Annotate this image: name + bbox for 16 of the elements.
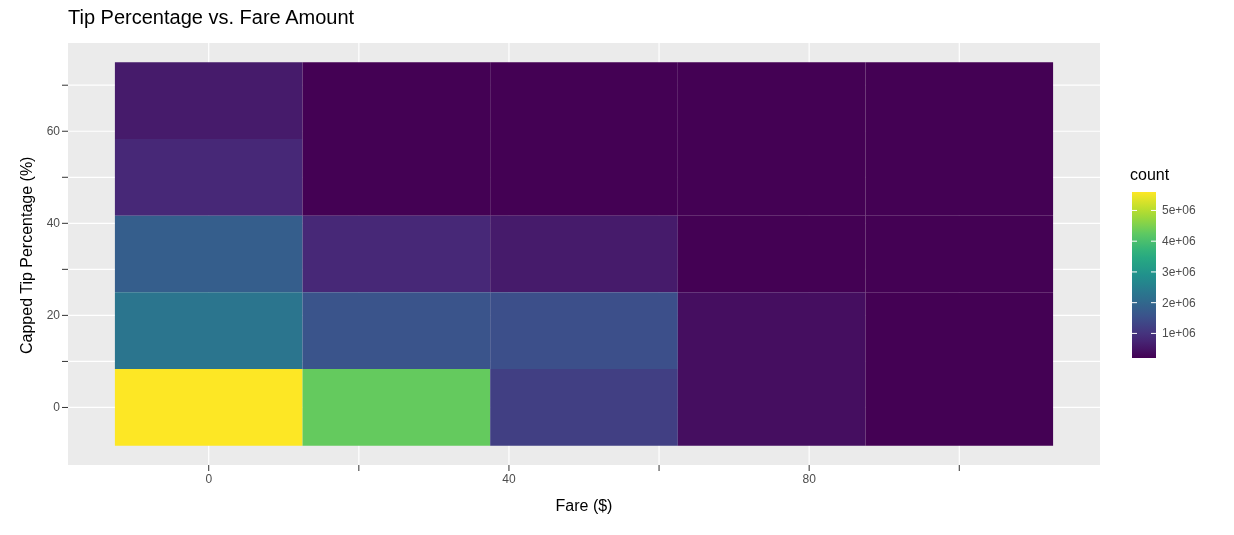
color-bar-label: 1e+06 bbox=[1162, 326, 1197, 341]
y-tick-label: 60 bbox=[46, 124, 61, 139]
y-tick-label: 40 bbox=[46, 216, 61, 231]
x-axis-title: Fare ($) bbox=[555, 497, 613, 514]
x-tick-label: 40 bbox=[502, 472, 516, 486]
x-tick-label: 0 bbox=[205, 472, 213, 486]
y-axis-title: Capped Tip Percentage (%) bbox=[17, 156, 35, 354]
x-tick-label: 80 bbox=[802, 472, 817, 486]
color-bar-label: 4e+06 bbox=[1162, 234, 1197, 249]
legend-title: count bbox=[1130, 166, 1170, 183]
y-tick-label: 20 bbox=[46, 308, 61, 323]
y-tick-label: 0 bbox=[53, 400, 61, 415]
chart-title: Tip Percentage vs. Fare Amount bbox=[68, 6, 355, 29]
color-bar-label: 3e+06 bbox=[1162, 264, 1197, 279]
color-bar-label: 2e+06 bbox=[1162, 295, 1197, 310]
color-bar-label: 5e+06 bbox=[1162, 203, 1197, 218]
